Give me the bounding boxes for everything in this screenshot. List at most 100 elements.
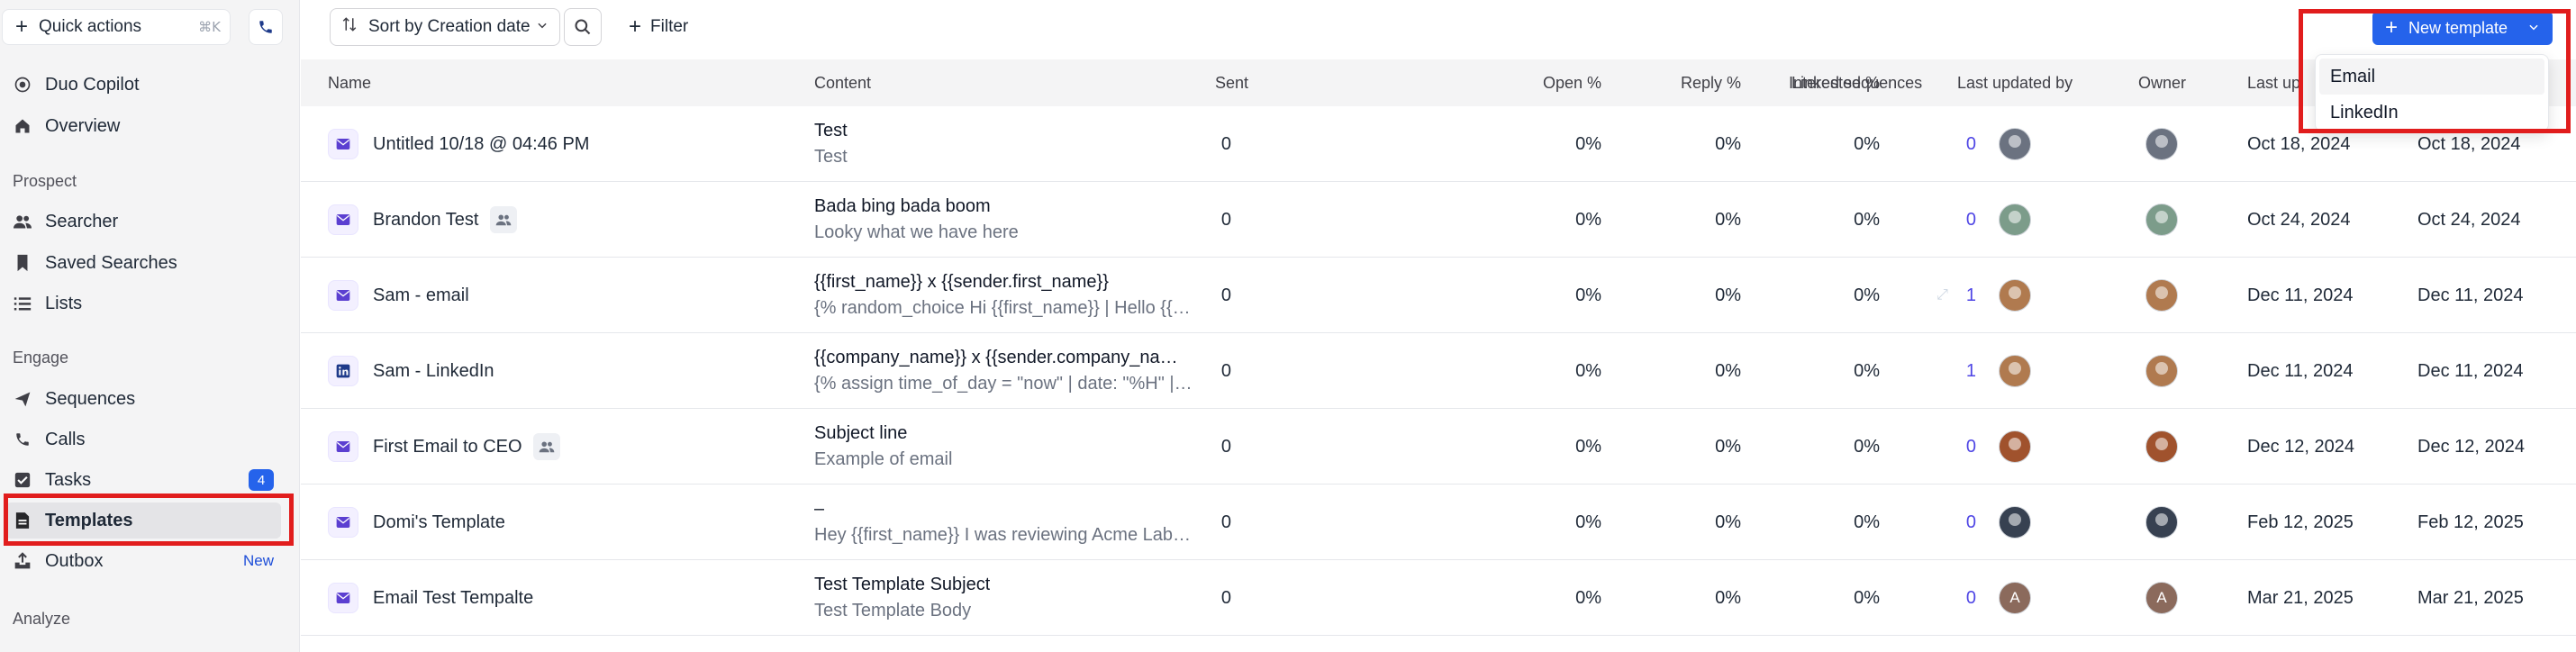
table-row[interactable]: Sam - email {{first_name}} x {{sender.fir… (301, 258, 2576, 333)
open-rate-cell: 0% (1575, 285, 1601, 305)
avatar (1999, 279, 2031, 312)
dialer-button[interactable] (249, 9, 283, 45)
column-header-last-updated[interactable]: Last up (2247, 73, 2301, 92)
search-button[interactable] (564, 8, 602, 46)
sidebar-item-tasks[interactable]: Tasks 4 (5, 462, 281, 498)
search-icon (575, 19, 591, 35)
sidebar-item-label: Calls (45, 429, 86, 449)
column-header-owner[interactable]: Owner (2138, 73, 2187, 92)
column-header-reply[interactable]: Reply % (1561, 59, 1741, 106)
email-icon (328, 204, 358, 235)
table-row[interactable]: Domi's Template – Hey {{first_name}} I was… (301, 484, 2576, 560)
column-header-content[interactable]: Content (814, 73, 872, 92)
table-row[interactable]: Brandon Test Bada bing bada boom Looky wha… (301, 182, 2576, 258)
template-body: Test Template Body (814, 601, 972, 620)
name-cell[interactable]: Brandon Test (328, 182, 517, 258)
content-cell: {{company_name}} x {{sender.company_nam…… (814, 333, 1193, 409)
menu-item-linkedin[interactable]: LinkedIn (2330, 102, 2399, 122)
sidebar-item-label: Lists (45, 293, 83, 313)
owner-cell (2145, 484, 2178, 560)
avatar-initial: A (2156, 589, 2167, 606)
avatar-photo (2155, 286, 2168, 299)
linked-sequences-cell[interactable]: 1 (1868, 333, 1976, 409)
column-header-last-updated-by[interactable]: Last updated by (1957, 73, 2073, 92)
filter-button[interactable]: + Filter (629, 8, 688, 46)
created-date-cell: Oct 24, 2024 (2417, 209, 2521, 230)
sidebar-item-outbox[interactable]: Outbox New (5, 543, 281, 579)
avatar-photo (2155, 438, 2168, 450)
content-cell: Subject line Example of email (814, 409, 1193, 484)
name-cell[interactable]: Sam - LinkedIn (328, 333, 494, 409)
menu-item-email[interactable]: Email (2319, 59, 2544, 95)
linked-sequences-cell[interactable]: 0 (1868, 409, 1976, 484)
sidebar-item-duo-copilot[interactable]: Duo Copilot (5, 67, 281, 103)
template-name: Brandon Test (373, 209, 479, 230)
interested-rate-cell: 0% (1854, 436, 1880, 457)
quick-actions-button[interactable]: + Quick actions ⌘K (2, 9, 231, 45)
table-row[interactable]: Sam - LinkedIn {{company_name}} x {{sende… (301, 333, 2576, 409)
sidebar-item-saved-searches[interactable]: Saved Searches (5, 245, 281, 281)
plus-icon: + (629, 14, 642, 39)
sent-cell: 0 (1220, 512, 1231, 532)
new-template-label: New template (2408, 18, 2508, 37)
sidebar-item-overview[interactable]: Overview (5, 108, 281, 144)
template-name: Sam - LinkedIn (373, 360, 494, 381)
sidebar-item-lists[interactable]: Lists (5, 285, 281, 321)
sort-button[interactable]: Sort by Creation date (330, 8, 560, 46)
sidebar-item-sequences[interactable]: Sequences (5, 381, 281, 417)
template-subject: {{first_name}} x {{sender.first_name}} (814, 272, 1109, 292)
table-header: Name Content Sent Open % Reply % Interes… (301, 59, 2576, 106)
name-cell[interactable]: Sam - email (328, 258, 469, 333)
sort-label: Sort by Creation date (368, 17, 531, 36)
expand-icon[interactable]: ⤢ (1937, 287, 1948, 303)
linked-sequences-count: 0 (1965, 436, 1976, 457)
open-rate-cell: 0% (1575, 133, 1601, 154)
name-cell[interactable]: Email Test Tempalte (328, 560, 533, 636)
last-updated-by-cell: A (1999, 560, 2031, 636)
name-cell[interactable]: Untitled 10/18 @ 04:46 PM (328, 106, 589, 182)
name-cell[interactable]: Domi's Template (328, 484, 505, 560)
owner-cell (2145, 333, 2178, 409)
table-row[interactable]: Untitled 10/18 @ 04:46 PM Test Test 0 0% 0% 0%… (301, 106, 2576, 182)
column-header-linked-sequences[interactable]: Linked sequences (1791, 73, 1923, 92)
linked-sequences-cell[interactable]: 0 (1868, 182, 1976, 258)
email-icon (328, 129, 358, 159)
name-cell[interactable]: First Email to CEO (328, 409, 560, 484)
open-rate-cell: 0% (1575, 512, 1601, 532)
last-updated-cell: Oct 24, 2024 (2247, 209, 2351, 230)
sidebar-item-label: Tasks (45, 469, 92, 490)
column-header-open[interactable]: Open % (1421, 59, 1601, 106)
template-subject: Bada bing bada boom (814, 196, 991, 216)
reply-rate-cell: 0% (1715, 512, 1741, 532)
shared-icon (489, 206, 517, 233)
last-updated-cell: Mar 21, 2025 (2247, 587, 2354, 608)
linked-sequences-cell[interactable]: 0 (1868, 106, 1976, 182)
linked-sequences-cell[interactable]: 0 (1868, 560, 1976, 636)
avatar-photo (2009, 286, 2021, 299)
filter-label: Filter (650, 17, 689, 36)
highlight-box-templates (4, 494, 294, 546)
linked-sequences-cell[interactable]: 0 (1868, 484, 1976, 560)
owner-avatar: A (2145, 582, 2178, 614)
column-header-interested[interactable]: Interested % (1700, 59, 1880, 106)
plus-icon: + (2385, 15, 2399, 40)
linked-sequences-cell[interactable]: ⤢ 1 (1868, 258, 1976, 333)
owner-avatar (2145, 204, 2178, 236)
sidebar-item-calls[interactable]: Calls (5, 421, 281, 457)
owner-cell (2145, 409, 2178, 484)
last-updated-by-cell (1999, 409, 2031, 484)
table-row[interactable]: First Email to CEO Subject line Example of… (301, 409, 2576, 484)
table-row[interactable]: Email Test Tempalte Test Template Subject… (301, 560, 2576, 636)
sidebar-item-label: Templates (45, 510, 133, 530)
column-header-name[interactable]: Name (328, 73, 372, 92)
send-icon (13, 389, 32, 409)
sidebar-item-searcher[interactable]: Searcher (5, 204, 281, 240)
template-body: Example of email (814, 449, 953, 469)
column-header-sent[interactable]: Sent (1215, 73, 1249, 92)
section-heading-prospect: Prospect (13, 172, 77, 190)
linked-sequences-count: 1 (1965, 285, 1976, 305)
sidebar-item-templates[interactable]: Templates (5, 503, 281, 539)
sidebar: + Quick actions ⌘K Duo Copilot Overview … (0, 0, 300, 652)
sidebar-item-label: Searcher (45, 211, 119, 231)
new-template-button[interactable]: + New template (2372, 11, 2553, 45)
